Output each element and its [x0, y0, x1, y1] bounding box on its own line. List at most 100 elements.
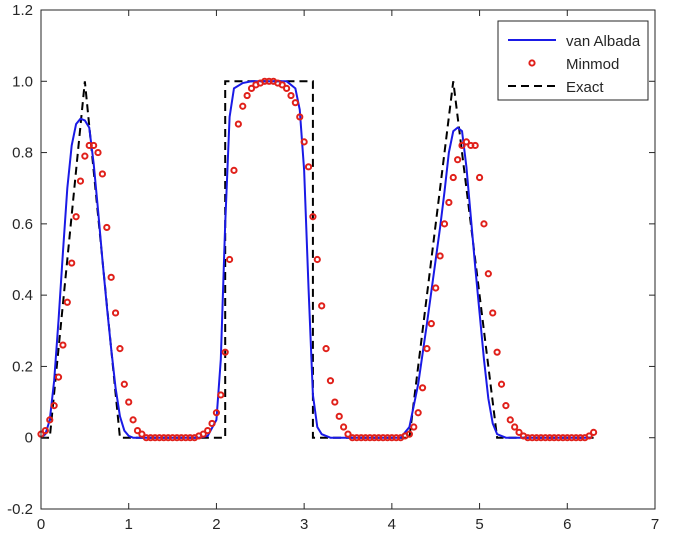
minmod-point — [98, 170, 107, 178]
minmod-point — [63, 298, 71, 306]
legend: van Albada Minmod Exact — [497, 20, 649, 101]
minmod-point — [502, 402, 510, 410]
y-tick-label: 0.8 — [12, 145, 33, 162]
series-line-exact — [41, 80, 594, 439]
minmod-point — [72, 213, 80, 221]
minmod-point — [116, 345, 124, 353]
minmod-point — [243, 91, 251, 100]
y-tick-label: 1.2 — [12, 2, 33, 19]
minmod-point — [440, 220, 449, 228]
legend-label-minmod: Minmod — [566, 56, 619, 73]
y-tick-label: 0.6 — [12, 216, 33, 233]
minmod-point — [230, 166, 238, 174]
minmod-point — [133, 426, 142, 435]
minmod-point — [291, 99, 299, 107]
minmod-point — [484, 270, 492, 278]
minmod-point — [432, 284, 440, 292]
minmod-point — [247, 84, 256, 93]
x-tick-label: 5 — [475, 516, 483, 533]
minmod-point — [475, 173, 484, 182]
minmod-point — [436, 252, 444, 260]
minmod-point — [212, 409, 221, 417]
x-tick-label: 7 — [651, 516, 659, 533]
minmod-point — [111, 309, 120, 317]
minmod-point — [125, 398, 133, 406]
minmod-point — [107, 273, 115, 281]
minmod-point — [239, 102, 247, 110]
minmod-point — [120, 380, 128, 388]
minmod-point — [414, 409, 422, 417]
x-tick-label: 1 — [125, 516, 133, 533]
minmod-point — [331, 398, 339, 406]
minmod-point — [300, 138, 308, 146]
y-tick-label: 0.2 — [12, 358, 33, 375]
minmod-point — [423, 345, 431, 353]
x-tick-label: 6 — [563, 516, 571, 533]
series-layer — [37, 77, 598, 442]
minmod-point — [313, 255, 321, 264]
minmod-point — [59, 341, 67, 349]
minmod-point — [129, 416, 137, 424]
legend-label-van-albada: van Albada — [566, 33, 641, 50]
minmod-point — [225, 255, 234, 264]
x-tick-label: 3 — [300, 516, 308, 533]
minmod-point — [318, 302, 326, 310]
minmod-point — [480, 220, 488, 228]
minmod-point — [335, 412, 343, 420]
minmod-point — [208, 419, 216, 428]
minmod-point — [506, 416, 514, 424]
minmod-point — [309, 213, 317, 221]
series-line-van-albada — [40, 80, 592, 439]
minmod-point — [322, 345, 330, 353]
minmod-point — [68, 259, 76, 267]
minmod-point — [221, 348, 229, 356]
y-tick-label: -0.2 — [7, 501, 33, 518]
minmod-point — [94, 148, 102, 157]
minmod-point — [204, 426, 212, 435]
minmod-point — [283, 84, 291, 93]
minmod-point — [471, 141, 479, 150]
minmod-point — [585, 432, 593, 440]
minmod-point — [405, 430, 413, 438]
minmod-point — [76, 177, 85, 185]
plot-frame — [40, 9, 656, 510]
minmod-point — [326, 377, 335, 385]
minmod-point — [46, 416, 54, 424]
minmod-point — [217, 391, 225, 399]
minmod-point — [304, 163, 313, 171]
minmod-point — [418, 384, 427, 392]
minmod-point — [287, 91, 295, 100]
minmod-point — [50, 402, 58, 410]
minmod-point — [489, 309, 497, 317]
minmod-point — [296, 113, 304, 121]
minmod-point — [427, 320, 435, 328]
minmod-point — [410, 423, 418, 431]
minmod-point — [54, 373, 63, 381]
y-tick-label: 1.0 — [12, 73, 33, 90]
minmod-point — [199, 430, 207, 438]
minmod-point — [340, 423, 348, 431]
minmod-point — [138, 430, 146, 438]
minmod-point — [454, 156, 462, 164]
minmod-point — [458, 141, 466, 150]
minmod-point — [344, 430, 352, 438]
minmod-point — [90, 141, 98, 150]
legend-label-exact: Exact — [566, 79, 604, 96]
y-tick-label: 0.4 — [12, 287, 33, 304]
minmod-point — [278, 81, 286, 89]
minmod-point — [590, 428, 598, 436]
minmod-point — [449, 173, 457, 182]
minmod-point — [515, 428, 523, 436]
ticks-layer: 0 1 2 3 4 5 6 7-0.200.20.40.60.81.01.2 — [7, 2, 659, 533]
minmod-point — [493, 348, 501, 356]
minmod-point — [497, 380, 506, 388]
minmod-point — [81, 152, 89, 160]
minmod-point — [445, 198, 453, 207]
minmod-point — [41, 426, 49, 435]
minmod-point — [511, 423, 519, 431]
x-tick-label: 4 — [388, 516, 396, 533]
x-tick-label: 0 — [37, 516, 45, 533]
minmod-point — [234, 120, 242, 128]
